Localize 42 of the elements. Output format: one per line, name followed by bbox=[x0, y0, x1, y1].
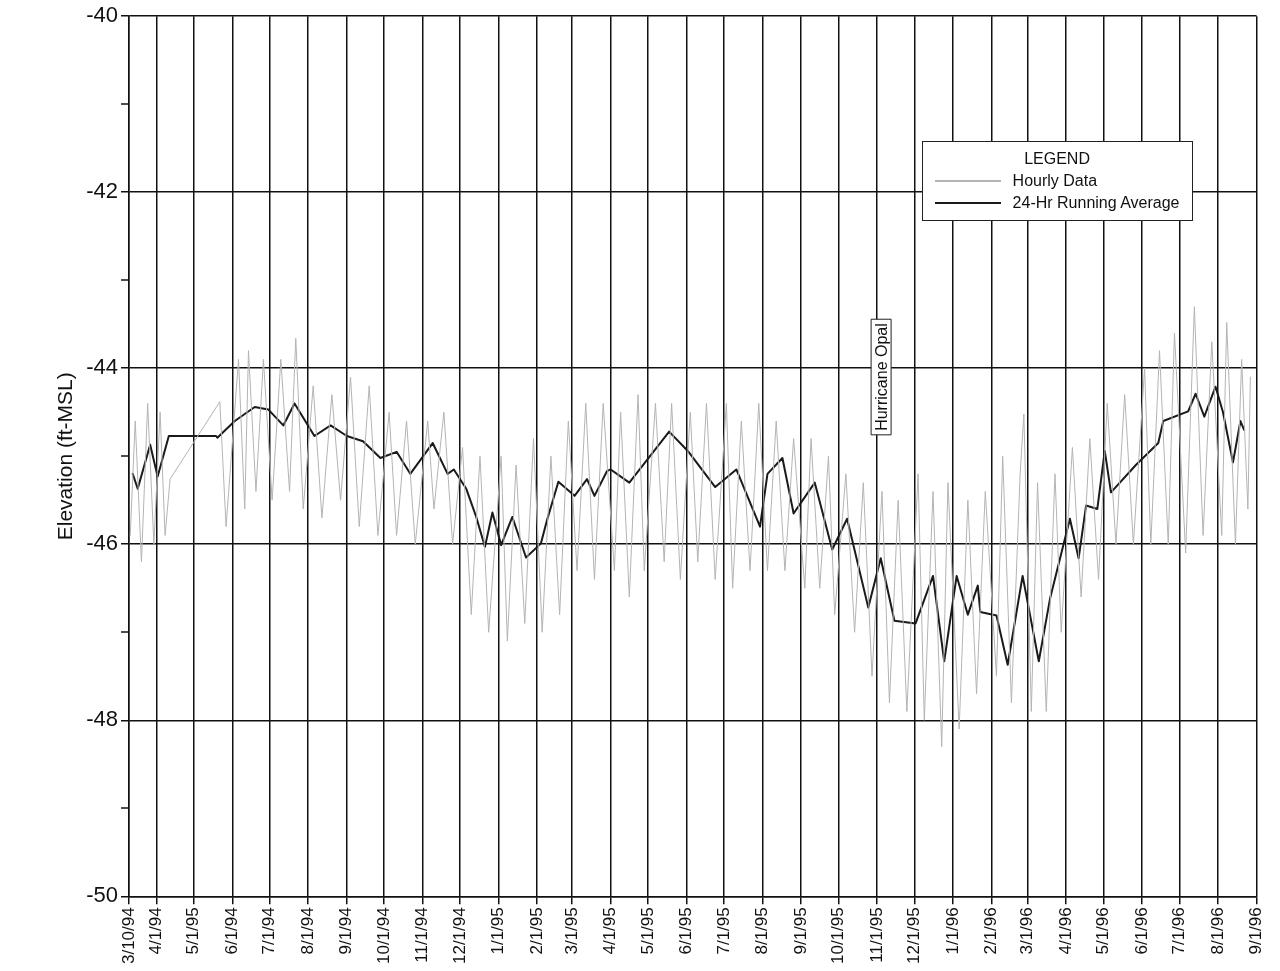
y-tick-label: -50 bbox=[86, 882, 118, 908]
x-tick-label: 1/1/95 bbox=[488, 907, 508, 955]
y-tick-label: -44 bbox=[86, 354, 118, 380]
legend-label: Hourly Data bbox=[1012, 171, 1098, 192]
x-tick-label: 7/1/95 bbox=[713, 907, 733, 955]
x-tick-label: 11/1/94 bbox=[412, 907, 432, 963]
x-tick-label: 5/1/95 bbox=[183, 907, 203, 955]
legend-title: LEGEND bbox=[1023, 149, 1091, 170]
x-tick-label: 4/1/96 bbox=[1055, 907, 1075, 955]
x-tick-label: 11/1/95 bbox=[866, 907, 886, 963]
x-tick-label: 2/1/95 bbox=[526, 907, 546, 955]
x-tick-label: 9/1/95 bbox=[790, 907, 810, 955]
y-tick-label: -42 bbox=[86, 178, 118, 204]
x-tick-label: 10/1/95 bbox=[828, 907, 848, 965]
x-tick-label: 3/1/95 bbox=[561, 907, 581, 955]
x-tick-label: 5/1/95 bbox=[637, 907, 657, 955]
x-tick-label: 2/1/96 bbox=[981, 907, 1001, 955]
x-tick-label: 6/1/96 bbox=[1131, 907, 1151, 955]
x-tick-label: 5/1/96 bbox=[1093, 907, 1113, 955]
y-tick-label: -40 bbox=[86, 2, 118, 28]
x-tick-label: 8/1/94 bbox=[297, 907, 317, 955]
x-tick-label: 8/1/95 bbox=[752, 907, 772, 955]
x-tick-label: 10/1/94 bbox=[373, 907, 393, 965]
x-tick-label: 3/10/94 bbox=[118, 907, 138, 965]
y-tick-label: -48 bbox=[86, 706, 118, 732]
x-tick-label: 6/1/94 bbox=[221, 907, 241, 955]
annotation: Hurricane Opal bbox=[872, 323, 890, 431]
x-tick-label: 6/1/95 bbox=[676, 907, 696, 955]
x-tick-label: 4/1/94 bbox=[146, 907, 166, 955]
legend-label: 24-Hr Running Average bbox=[1012, 193, 1180, 214]
x-tick-label: 3/1/96 bbox=[1017, 907, 1037, 955]
y-tick-label: -46 bbox=[86, 530, 118, 556]
y-axis-title: Elevation (ft-MSL) bbox=[53, 372, 77, 541]
x-tick-label: 4/1/95 bbox=[600, 907, 620, 955]
x-tick-label: 12/1/95 bbox=[904, 907, 924, 965]
x-tick-label: 1/1/96 bbox=[942, 907, 962, 955]
x-tick-label: 12/1/94 bbox=[449, 907, 469, 965]
x-tick-label: 9/1/96 bbox=[1246, 907, 1266, 955]
x-tick-label: 9/1/94 bbox=[336, 907, 356, 955]
x-tick-label: 7/1/94 bbox=[259, 907, 279, 955]
x-tick-label: 8/1/96 bbox=[1207, 907, 1227, 955]
x-tick-label: 7/1/96 bbox=[1169, 907, 1189, 955]
